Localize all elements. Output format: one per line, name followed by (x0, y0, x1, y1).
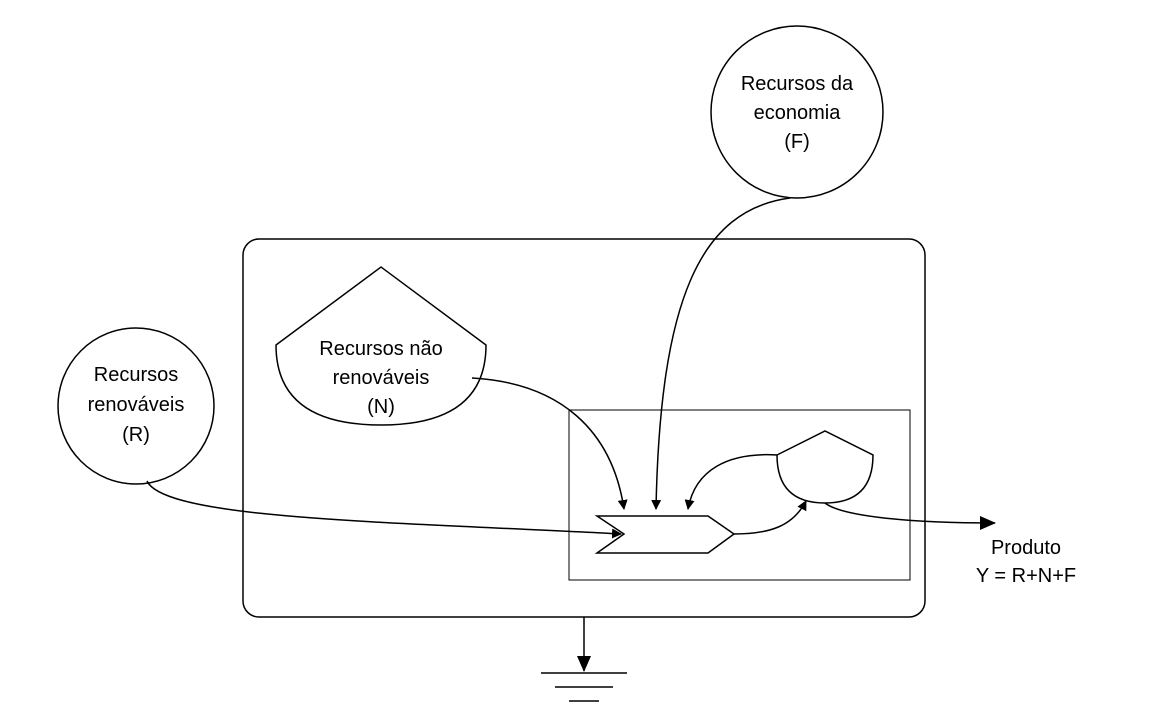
economy-source-label-1: Recursos da (741, 73, 854, 95)
renewable-source-label-3: (R) (122, 424, 150, 446)
economy-source-label-3: (F) (784, 131, 810, 153)
renewable-source-label-1: Recursos (94, 364, 178, 386)
nonrenewable-storage-label-3: (N) (367, 396, 395, 418)
nonrenewable-storage: Recursos não renováveis (N) (275, 266, 487, 426)
economy-source-label-2: economia (754, 102, 842, 124)
economy-source: Recursos da economia (F) (710, 25, 884, 199)
economy-source-circle (710, 25, 884, 199)
heat-sink (541, 617, 627, 702)
flow-interaction-to-storage (733, 500, 807, 535)
output-label-1: Produto (991, 537, 1061, 559)
internal-storage (776, 430, 874, 504)
renewable-source-label-2: renováveis (88, 394, 185, 416)
output-label-2: Y = R+N+F (976, 565, 1076, 587)
subsystem-box (568, 409, 911, 581)
nonrenewable-storage-shape (275, 266, 487, 426)
flow-storage-feedback (684, 453, 778, 510)
flow-renewable (146, 480, 622, 539)
flow-nonrenewable (471, 377, 628, 510)
renewable-source: Recursos renováveis (R) (57, 327, 215, 485)
flow-output (824, 502, 996, 530)
nonrenewable-storage-label-1: Recursos não (319, 338, 442, 360)
interaction-symbol (594, 515, 736, 554)
renewable-source-circle (57, 327, 215, 485)
nonrenewable-storage-label-2: renováveis (333, 367, 430, 389)
flow-economy (651, 197, 791, 510)
